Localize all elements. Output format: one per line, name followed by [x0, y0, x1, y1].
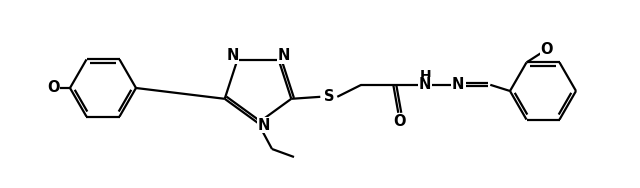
- Text: N: N: [419, 77, 431, 92]
- Text: N: N: [227, 48, 239, 63]
- Text: N: N: [258, 118, 270, 133]
- Text: H: H: [419, 69, 431, 83]
- Text: N: N: [452, 77, 465, 92]
- Text: O: O: [47, 80, 60, 96]
- Text: O: O: [393, 114, 406, 129]
- Text: N: N: [277, 48, 290, 63]
- Text: S: S: [324, 89, 335, 104]
- Text: O: O: [540, 42, 553, 57]
